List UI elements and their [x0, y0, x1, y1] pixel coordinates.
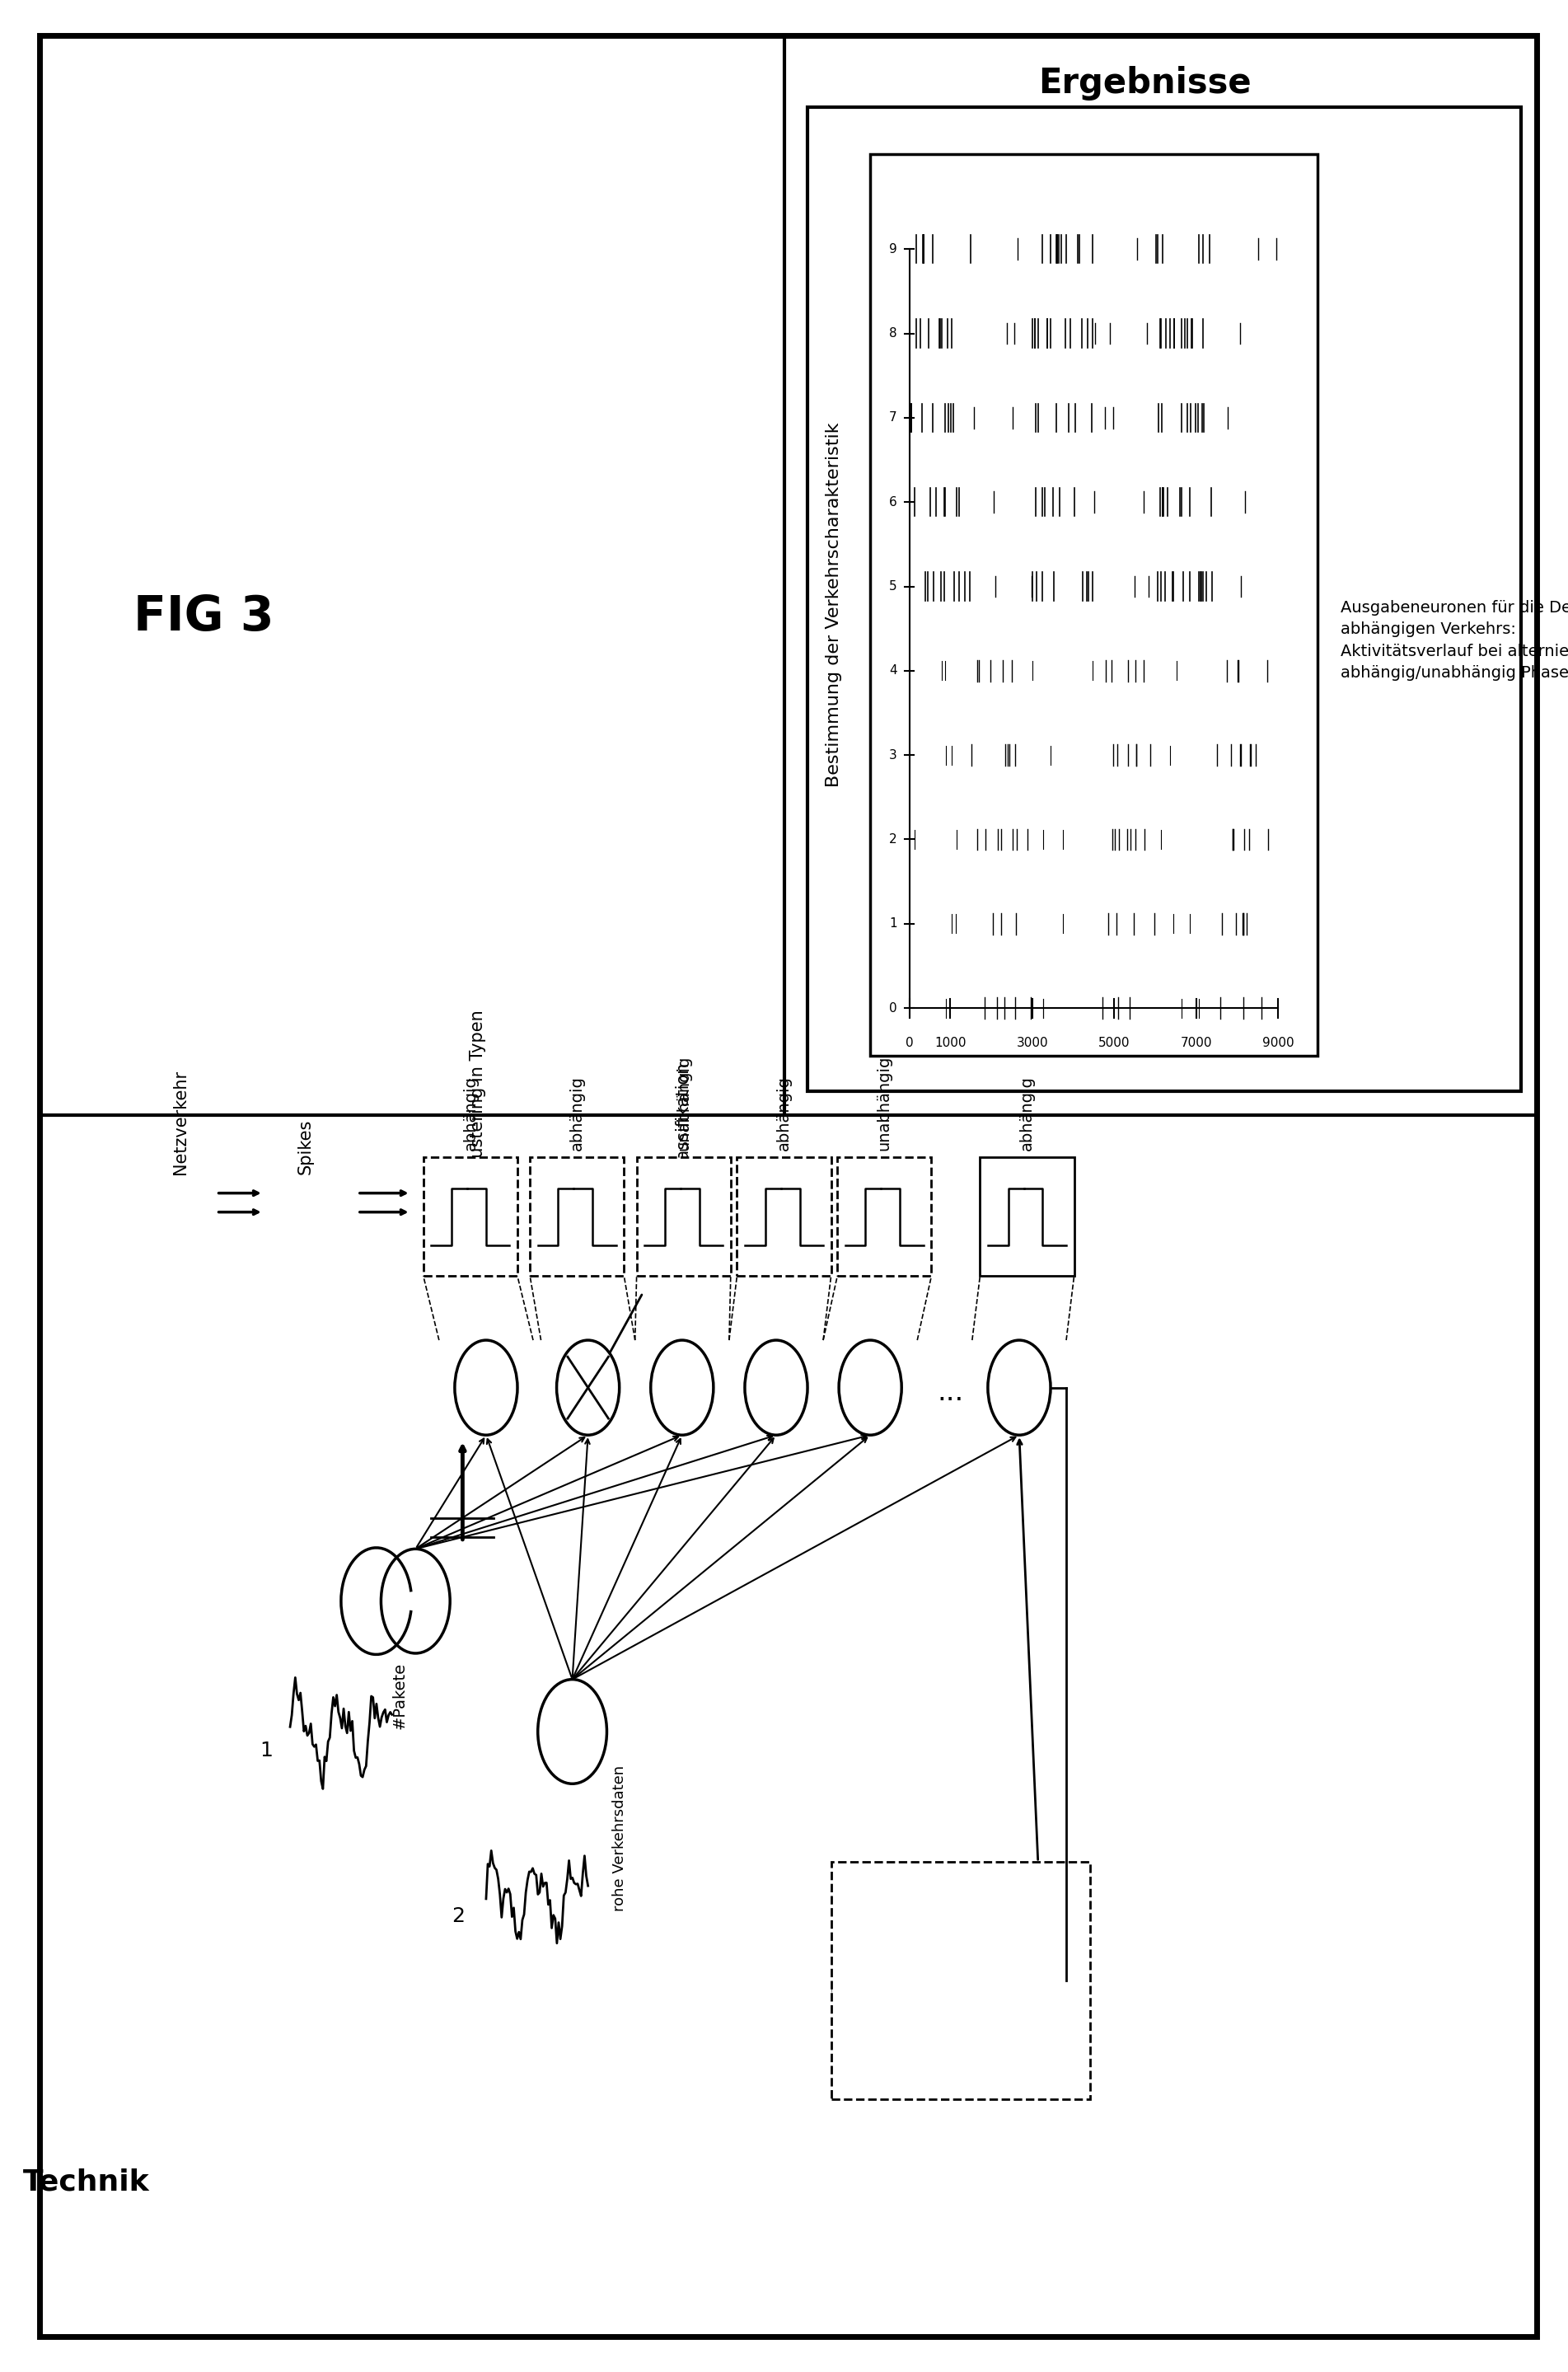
Bar [530, 1158, 624, 1276]
Text: Klassifikation: Klassifikation [674, 1060, 690, 1174]
Circle shape [745, 1340, 808, 1435]
Circle shape [651, 1340, 713, 1435]
Circle shape [839, 1340, 902, 1435]
Bar [831, 1862, 1090, 2099]
Text: Ausgabeneuronen für die Detektierung
abhängigen Verkehrs:
Aktivitätsverlauf bei : Ausgabeneuronen für die Detektierung abh… [1341, 600, 1568, 681]
Text: 6: 6 [889, 496, 897, 508]
Bar [423, 1158, 517, 1276]
Text: 0: 0 [889, 1001, 897, 1015]
Text: Raumzeitliches Muster kodiert in
den erlernten Verzögerungswerten: Raumzeitliches Muster kodiert in den erl… [831, 1964, 1090, 1997]
Text: Ergebnisse: Ergebnisse [1038, 66, 1251, 100]
Text: abhängig: abhängig [463, 1075, 478, 1150]
Text: Netzverkehr: Netzverkehr [172, 1070, 188, 1174]
Bar [737, 1158, 831, 1276]
Text: 4: 4 [889, 664, 897, 676]
Circle shape [455, 1340, 517, 1435]
Text: 0: 0 [905, 1037, 914, 1048]
Text: 9000: 9000 [1262, 1037, 1294, 1048]
Text: abhängig: abhängig [569, 1075, 585, 1150]
Circle shape [988, 1340, 1051, 1435]
Text: 8: 8 [889, 327, 897, 339]
Text: FIG 3: FIG 3 [133, 593, 274, 640]
Text: Spikes: Spikes [298, 1120, 314, 1174]
Text: 5000: 5000 [1098, 1037, 1131, 1048]
Text: abhängig: abhängig [1019, 1075, 1035, 1150]
Circle shape [538, 1679, 607, 1784]
Bar [837, 1158, 931, 1276]
Text: Bestimmung der Verkehrscharakteristik: Bestimmung der Verkehrscharakteristik [826, 422, 842, 788]
Text: 2: 2 [452, 1907, 464, 1926]
Text: 7000: 7000 [1181, 1037, 1212, 1048]
Bar [808, 107, 1521, 1091]
Text: abhängig: abhängig [776, 1075, 792, 1150]
Text: 2: 2 [889, 833, 897, 844]
Bar [870, 154, 1317, 1056]
Text: ...: ... [938, 1378, 963, 1407]
Circle shape [381, 1549, 450, 1653]
Text: #Pakete: #Pakete [392, 1663, 408, 1729]
Text: rohe Verkehrsdaten: rohe Verkehrsdaten [612, 1765, 627, 1912]
Text: Technik: Technik [24, 2168, 149, 2196]
Text: 5: 5 [889, 581, 897, 593]
Bar [980, 1158, 1074, 1276]
Text: 3000: 3000 [1016, 1037, 1047, 1048]
Bar [637, 1158, 731, 1276]
Text: unabhängig: unabhängig [676, 1056, 691, 1150]
Text: Clustering in Typen: Clustering in Typen [470, 1010, 486, 1174]
Text: 1000: 1000 [935, 1037, 966, 1048]
Text: 9: 9 [889, 242, 897, 256]
Text: 1: 1 [260, 1741, 273, 1760]
Text: 3: 3 [889, 750, 897, 761]
Text: unabhängig: unabhängig [877, 1056, 892, 1150]
Text: 7: 7 [889, 413, 897, 425]
Text: 1: 1 [889, 918, 897, 930]
Circle shape [557, 1340, 619, 1435]
